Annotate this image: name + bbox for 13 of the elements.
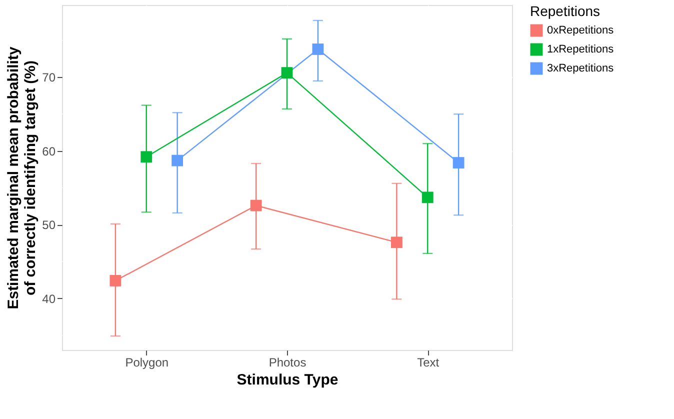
y-tick-label: 50 (42, 218, 56, 232)
legend-label: 3xRepetitions (547, 62, 614, 74)
y-tick-label: 60 (42, 144, 56, 158)
x-tick-label: Polygon (125, 356, 169, 370)
x-tick-label: Photos (268, 356, 306, 370)
legend-label: 0xRepetitions (547, 24, 614, 36)
x-axis-title: Stimulus Type (236, 372, 338, 388)
y-axis-title: Estimated marginal mean probability of correctly identifying target (%) (5, 46, 40, 310)
y-tick-label: 40 (42, 292, 56, 306)
y-tick-label: 70 (42, 70, 56, 85)
legend-label: 1xRepetitions (547, 44, 614, 56)
x-tick-label: Text (417, 356, 440, 370)
legend-title: Repetitions (530, 3, 600, 19)
